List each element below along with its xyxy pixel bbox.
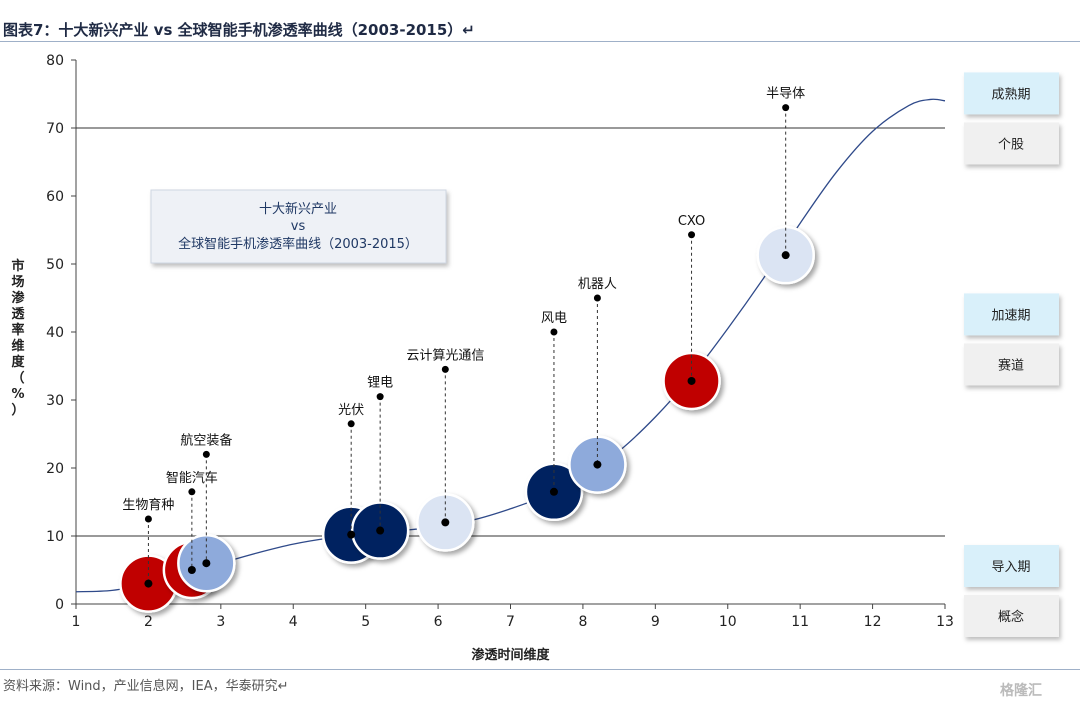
y-tick-label: 70 bbox=[46, 121, 64, 137]
industry-label: 智能汽车 bbox=[166, 470, 218, 486]
y-tick-label: 20 bbox=[46, 461, 64, 477]
y-axis-title-char: 市 bbox=[11, 258, 24, 274]
industry-label: 生物育种 bbox=[122, 497, 174, 513]
industry-label: 风电 bbox=[541, 311, 567, 326]
industry-dot bbox=[687, 376, 696, 385]
label-anchor-dot bbox=[144, 515, 152, 523]
watermark-logo: 格隆汇 bbox=[1000, 683, 1042, 699]
x-tick-label: 4 bbox=[289, 614, 298, 630]
footer-divider bbox=[0, 669, 1080, 670]
industry-dot bbox=[347, 530, 356, 539]
x-tick-label: 11 bbox=[791, 614, 809, 630]
y-axis-title-char: 率 bbox=[11, 322, 24, 338]
y-axis-title-char: % bbox=[11, 387, 24, 402]
x-tick-label: 5 bbox=[361, 614, 370, 630]
x-tick-label: 1 bbox=[72, 614, 81, 630]
y-axis-title-char: 维 bbox=[11, 338, 24, 354]
y-axis-title-char: 透 bbox=[11, 307, 24, 322]
y-axis-title: 市场渗透率维度（%） bbox=[11, 258, 25, 418]
industry-label: 光伏 bbox=[338, 403, 364, 418]
label-anchor-dot bbox=[347, 420, 355, 428]
curve-line bbox=[75, 98, 946, 593]
label-anchor-dot bbox=[688, 231, 696, 239]
y-tick-label: 80 bbox=[46, 53, 64, 69]
legend-line-3: 全球智能手机渗透率曲线（2003-2015） bbox=[178, 236, 418, 252]
y-axis-title-char: ） bbox=[11, 402, 24, 418]
industry-label: 半导体 bbox=[766, 87, 805, 102]
stage-label: 加速期 bbox=[991, 308, 1030, 323]
page-title: 图表7：十大新兴产业 vs 全球智能手机渗透率曲线（2003-2015）↵ bbox=[3, 21, 475, 39]
industry-label: 航空装备 bbox=[180, 432, 232, 448]
label-anchor-dot bbox=[441, 365, 449, 373]
x-tick-label: 9 bbox=[651, 614, 660, 630]
y-axis-title-char: （ bbox=[11, 370, 24, 386]
industry-label: CXO bbox=[678, 214, 705, 229]
industry-label: 锂电 bbox=[367, 376, 393, 391]
x-tick-label: 3 bbox=[216, 614, 225, 630]
stage-box bbox=[964, 72, 1059, 115]
y-tick-label: 0 bbox=[55, 597, 64, 613]
x-tick-label: 2 bbox=[144, 614, 153, 630]
stage-type-label: 个股 bbox=[998, 137, 1024, 152]
legend-line-1: 十大新兴产业 bbox=[259, 201, 337, 217]
label-anchor-dot bbox=[376, 393, 384, 401]
stage-type-box bbox=[964, 343, 1059, 386]
x-tick-label: 12 bbox=[864, 614, 882, 630]
y-axis-title-char: 场 bbox=[11, 275, 24, 290]
axes: 1 2 3 4 5 6 7 8 9 10 11 12 1301020304050607080渗透时间维度… bbox=[11, 53, 953, 663]
y-tick-label: 30 bbox=[46, 393, 64, 409]
label-anchor-dot bbox=[593, 294, 601, 302]
stage-type-label: 赛道 bbox=[998, 357, 1024, 373]
x-tick-label: 7 bbox=[506, 614, 515, 630]
legend-box-bg bbox=[150, 189, 447, 264]
label-anchor-dot bbox=[188, 488, 196, 496]
header-divider bbox=[0, 41, 1080, 42]
stage-box bbox=[964, 293, 1059, 336]
industry-dot bbox=[202, 559, 211, 568]
x-tick-label: 13 bbox=[936, 614, 954, 630]
source-note: 资料来源：Wind，产业信息网，IEA，华泰研究↵ bbox=[3, 679, 289, 694]
y-tick-label: 40 bbox=[46, 325, 64, 341]
stage-box bbox=[964, 545, 1059, 587]
legend-line-2: vs bbox=[291, 219, 306, 234]
stage-type-box bbox=[964, 122, 1059, 165]
x-tick-label: 8 bbox=[578, 614, 587, 630]
header: 图表7：十大新兴产业 vs 全球智能手机渗透率曲线（2003-2015）↵ bbox=[0, 0, 1080, 42]
y-tick-label: 10 bbox=[46, 529, 64, 545]
industry-dot bbox=[441, 518, 450, 527]
y-tick-label: 50 bbox=[46, 257, 64, 273]
industry-dot bbox=[593, 460, 602, 469]
y-axis-title-char: 渗 bbox=[11, 290, 25, 306]
industry-dot bbox=[549, 487, 558, 496]
penetration-chart: 1 2 3 4 5 6 7 8 9 10 11 12 1301020304050607080渗透时间维度… bbox=[11, 53, 1059, 663]
industry-dot bbox=[187, 566, 196, 574]
stage-label: 成熟期 bbox=[991, 86, 1030, 102]
x-axis-title: 渗透时间维度 bbox=[471, 647, 550, 663]
stage-label: 导入期 bbox=[991, 560, 1030, 575]
industry-dot bbox=[781, 251, 790, 260]
industry-dot bbox=[376, 526, 385, 535]
label-anchor-dot bbox=[782, 104, 790, 112]
stage-type-label: 概念 bbox=[998, 609, 1024, 625]
industry-dot bbox=[144, 579, 153, 588]
industry-label: 云计算光通信 bbox=[406, 348, 484, 363]
stage-type-box bbox=[964, 595, 1059, 637]
y-tick-label: 60 bbox=[46, 189, 64, 205]
legend-box: 十大新兴产业 vs 全球智能手机渗透率曲线（2003-2015） bbox=[150, 189, 447, 264]
x-tick-label: 6 bbox=[434, 614, 443, 630]
y-axis-title-char: 度 bbox=[11, 354, 25, 370]
adoption-curve bbox=[75, 98, 946, 593]
label-anchor-dot bbox=[202, 450, 210, 458]
label-anchor-dot bbox=[550, 328, 558, 336]
industry-label: 机器人 bbox=[578, 277, 617, 292]
x-tick-label: 10 bbox=[719, 614, 737, 630]
